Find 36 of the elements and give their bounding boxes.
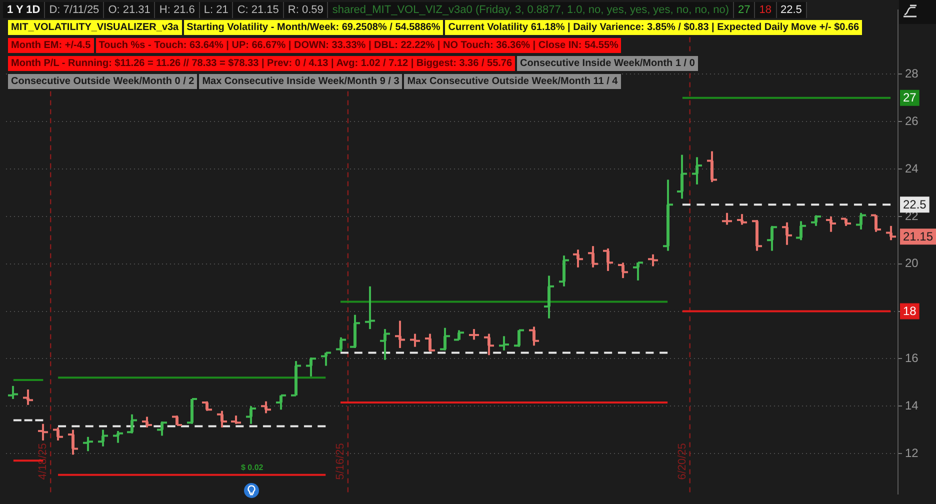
data-label: 18	[903, 304, 917, 318]
y-tick-label: 24	[905, 161, 919, 176]
y-tick-label: 20	[905, 256, 919, 270]
annotation: D: 7/11/25	[45, 2, 104, 18]
annotation: Max Consecutive Inside Week/Month 9 / 3	[198, 73, 404, 90]
y-tick-label: 14	[905, 398, 919, 412]
annotation: Consecutive Inside Week/Month 1 / 0	[516, 55, 699, 72]
y-tick-label: 16	[905, 350, 919, 365]
annotation: Starting Volatility - Month/Week: 69.2508% / 54.5886%	[182, 19, 444, 36]
annotation: Touch %s - Touch: 63.64% | UP: 66.67% | DOWN: 33.33% | DBL: 22.22% | NO Touch: 36.36% | Close IN: 54.55%	[94, 37, 622, 54]
annotation: $ 0.02	[241, 463, 264, 472]
annotation: 21.15	[903, 229, 934, 244]
annotation: 18	[755, 2, 777, 18]
annotation: C: 21.15	[233, 2, 284, 18]
annotation: MIT_VOLATILITY_VISUALIZER_v3a	[7, 19, 183, 36]
y-tick-label: 12	[905, 446, 919, 460]
data-label: 22.5	[903, 197, 927, 212]
annotation: O: 21.31	[104, 2, 156, 18]
y-tick-label: 28	[905, 66, 919, 81]
chart-title: 1 Y 1D	[3, 2, 46, 18]
annotation: H: 21.6	[155, 2, 200, 18]
annotation: Month EM: +/-4.5	[7, 37, 95, 54]
annotation: Consecutive Outside Week/Month 0 / 2	[7, 73, 198, 90]
annotation: L: 21	[200, 2, 234, 18]
annotation: Current Volatility 61.18% | Daily Varience: 3.85% / $0.83 | Expected Daily Move +/- $0.66	[444, 19, 864, 36]
data-label: 27	[903, 90, 917, 105]
annotation: 5/16/25	[334, 443, 346, 480]
annotation: 27	[734, 2, 756, 18]
annotation: Max Consecutive Outside Week/Month 11 / 4	[403, 73, 622, 90]
annotation: shared_MIT_VOL_VIZ_v3a0 (Friday, 3, 0.8877, 1.0, no, yes, yes, yes, no, no, no)	[328, 2, 734, 18]
annotation: Month P/L - Running: $11.26 = 11.26 // 78.33 = $78.33 | Prev: 0 / 4.13 | Avg: 1.02 / 7.12 | Biggest: 3.36 / 55.76	[7, 55, 516, 72]
annotation: R: 0.59	[284, 2, 328, 18]
annotation: 6/20/25	[676, 443, 688, 480]
y-tick-label: 26	[905, 114, 919, 128]
annotation: 4/18/25	[37, 443, 50, 480]
annotation: 22.5	[776, 2, 807, 18]
